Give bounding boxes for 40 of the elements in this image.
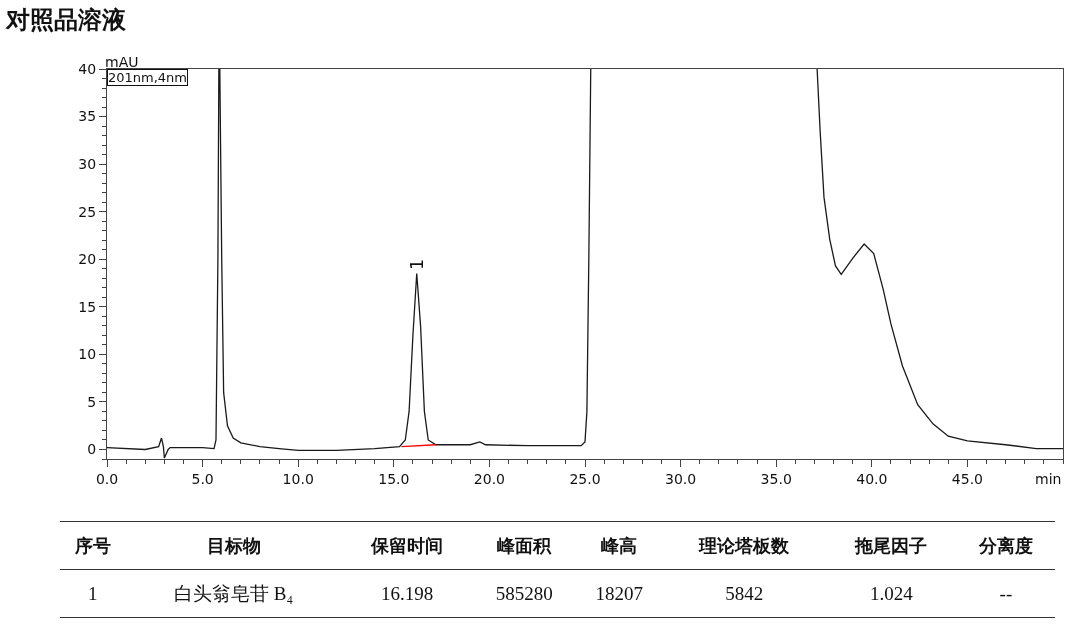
y-tick-label: 10 <box>78 346 97 363</box>
text: 分离度 <box>956 521 1055 570</box>
y-tick-label: 20 <box>78 251 97 268</box>
annotation: 1 <box>406 258 427 270</box>
text: 5842 <box>662 569 826 618</box>
annotation: 201nm,4nm <box>108 70 188 85</box>
chart-title: 对照品溶液 <box>6 5 126 36</box>
text: 拖尾因子 <box>826 521 957 570</box>
y-tick-label: 15 <box>78 298 97 315</box>
x-tick-label: 35.0 <box>760 470 792 487</box>
x-tick-label: 10.0 <box>282 470 314 487</box>
y-axis-title: mAU <box>105 54 139 70</box>
y-tick-label: 35 <box>78 108 97 125</box>
text: 峰高 <box>576 521 663 570</box>
x-tick-label: 25.0 <box>569 470 601 487</box>
y-tick-label: 25 <box>78 203 97 220</box>
text: 理论塔板数 <box>662 521 826 570</box>
y-tick-label: 30 <box>78 156 97 173</box>
text: -- <box>956 569 1055 618</box>
y-tick-label: 0 <box>87 441 97 458</box>
text: 16.198 <box>341 569 473 618</box>
text: 白头翁皂苷 B₄ <box>125 569 342 618</box>
x-tick-label: 30.0 <box>665 470 697 487</box>
x-tick-label: 0.0 <box>95 470 119 487</box>
text: 保留时间 <box>341 521 473 570</box>
y-tick-label: 5 <box>87 393 97 410</box>
x-tick-label: 20.0 <box>473 470 505 487</box>
text: 1.024 <box>826 569 957 618</box>
x-tick-label: 40.0 <box>856 470 888 487</box>
y-tick-label: 40 <box>78 60 97 77</box>
x-tick-label: 15.0 <box>378 470 410 487</box>
text: 序号 <box>60 521 126 570</box>
text: 585280 <box>472 569 577 618</box>
text: 1 <box>60 569 126 618</box>
x-tick-label: 45.0 <box>951 470 983 487</box>
x-axis-title: min <box>1035 471 1062 487</box>
text: 目标物 <box>125 521 342 570</box>
x-tick-label: 5.0 <box>191 470 214 487</box>
text: 18207 <box>576 569 663 618</box>
text: 峰面积 <box>472 521 577 570</box>
